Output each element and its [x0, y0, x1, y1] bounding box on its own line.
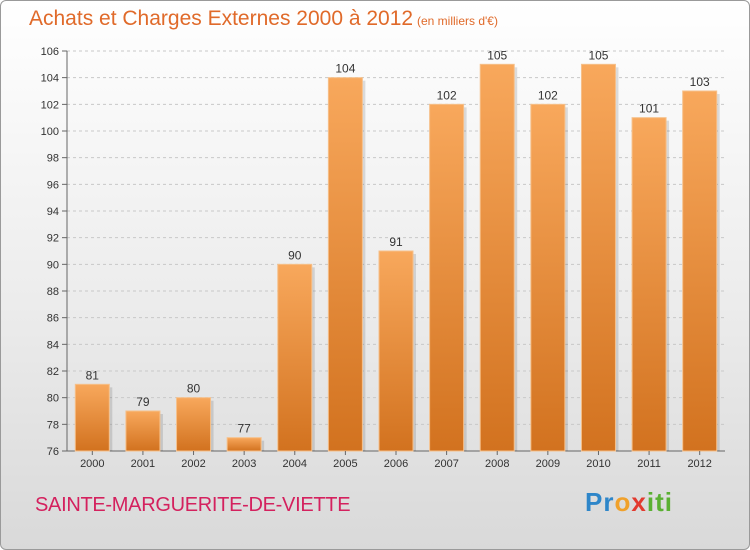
- x-tick-label: 2009: [536, 458, 560, 470]
- x-tick-label: 2012: [687, 458, 711, 470]
- data-label: 81: [86, 368, 100, 382]
- y-tick-label: 88: [47, 286, 59, 298]
- x-tick-label: 2008: [485, 458, 509, 470]
- bar: [682, 90, 718, 452]
- y-tick-label: 94: [47, 206, 59, 218]
- bar: [226, 437, 262, 452]
- y-tick-label: 78: [47, 419, 59, 431]
- data-label: 105: [487, 48, 507, 62]
- chart-title: Achats et Charges Externes 2000 à 2012: [29, 7, 414, 30]
- data-label: 79: [136, 395, 150, 409]
- data-label: 103: [690, 75, 710, 89]
- y-tick-label: 92: [47, 233, 59, 245]
- logo-letter: o: [614, 487, 632, 517]
- bar: [125, 410, 161, 452]
- x-tick-label: 2003: [232, 458, 256, 470]
- data-label: 101: [639, 102, 659, 116]
- data-label: 80: [187, 382, 201, 396]
- y-tick-label: 98: [47, 153, 59, 165]
- x-tick-label: 2011: [637, 458, 661, 470]
- y-tick-label: 96: [47, 179, 59, 191]
- data-label: 105: [588, 48, 608, 62]
- x-tick-label: 2002: [181, 458, 205, 470]
- bar: [631, 117, 667, 452]
- bar: [479, 63, 515, 452]
- logo-letter: t: [655, 487, 665, 517]
- x-tick-label: 2010: [586, 458, 610, 470]
- chart-subtitle: (en milliers d'€): [417, 14, 498, 28]
- y-tick-label: 82: [47, 366, 59, 378]
- region-label: SAINTE-MARGUERITE-DE-VIETTE: [35, 494, 351, 516]
- bar: [176, 397, 212, 452]
- y-tick-label: 106: [41, 46, 59, 58]
- data-label: 90: [288, 248, 302, 262]
- x-tick-label: 2000: [80, 458, 104, 470]
- bar: [580, 63, 616, 452]
- bar: [429, 103, 465, 452]
- proxiti-logo[interactable]: Proxiti: [585, 487, 673, 518]
- data-label: 104: [335, 62, 355, 76]
- bar: [530, 103, 566, 452]
- x-tick-label: 2001: [131, 458, 155, 470]
- y-tick-label: 86: [47, 313, 59, 325]
- x-tick-label: 2007: [434, 458, 458, 470]
- logo-letter: i: [664, 487, 673, 517]
- logo-letter: r: [603, 487, 615, 517]
- data-label: 102: [538, 88, 558, 102]
- data-label: 91: [389, 235, 403, 249]
- logo-letter: x: [631, 487, 647, 517]
- x-tick-label: 2005: [333, 458, 357, 470]
- y-tick-label: 102: [41, 99, 59, 111]
- y-tick-label: 80: [47, 393, 59, 405]
- x-tick-label: 2006: [384, 458, 408, 470]
- y-tick-label: 76: [47, 446, 59, 458]
- x-tick-label: 2004: [283, 458, 307, 470]
- y-tick-label: 104: [41, 73, 59, 85]
- y-tick-label: 90: [47, 259, 59, 271]
- bar: [327, 77, 363, 452]
- logo-letter: i: [646, 487, 656, 517]
- y-tick-label: 100: [41, 126, 59, 138]
- data-label: 102: [437, 88, 457, 102]
- bar: [378, 250, 414, 452]
- bar: [74, 383, 110, 452]
- y-tick-label: 84: [47, 339, 59, 351]
- data-label: 77: [237, 422, 251, 436]
- bar: [277, 263, 313, 452]
- logo-letter: P: [585, 487, 604, 517]
